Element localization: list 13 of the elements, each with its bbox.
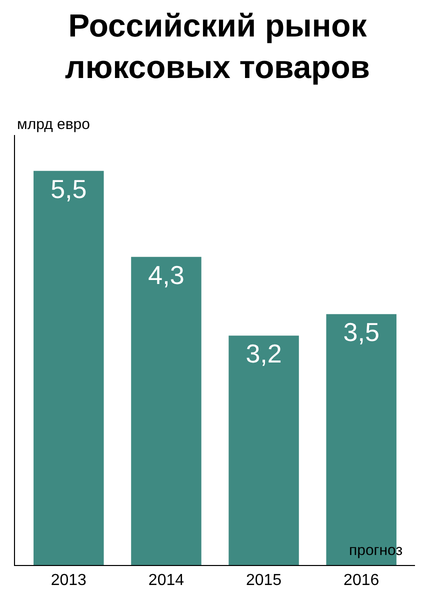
bar xyxy=(131,256,202,565)
data-label: 3,5 xyxy=(343,317,380,348)
data-label: 3,2 xyxy=(246,338,282,369)
chart-title: Российский рынок люксовых товаров xyxy=(65,8,370,86)
bar xyxy=(34,170,104,565)
data-label: 4,3 xyxy=(148,260,184,290)
x-tick-label: 2013 xyxy=(50,572,87,590)
y-axis-title: млрд евро xyxy=(17,116,90,133)
x-tick-label: 2014 xyxy=(148,572,184,590)
x-tick-label: 2015 xyxy=(246,572,282,590)
x-tick-label: 2016 xyxy=(344,572,380,590)
bar xyxy=(228,336,299,565)
data-label: 5,5 xyxy=(50,174,87,204)
